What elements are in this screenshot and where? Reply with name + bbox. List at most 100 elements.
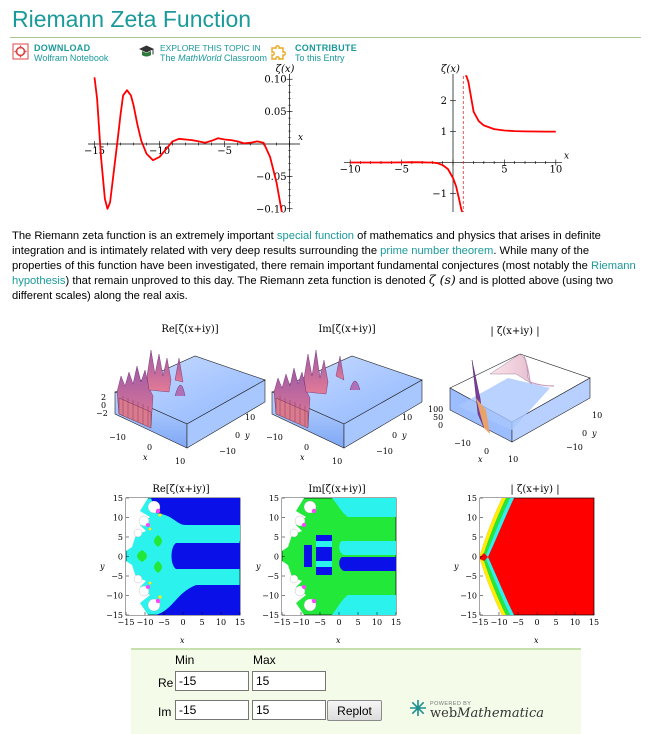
notebook-icon (12, 43, 29, 62)
density-y-tick: −5 (111, 572, 123, 581)
brand-mathematica: Mathematica (457, 706, 544, 721)
density-x-tick: 0 (534, 618, 539, 627)
surface-title-abs: | ζ(x+iy) | (490, 326, 540, 337)
density-title-real: Re[ζ(x+iy)] (152, 484, 210, 495)
explore-sublabel-pre: The (160, 53, 179, 63)
surface-x-tick: 0 (304, 443, 309, 452)
density-y-tick: −15 (460, 611, 477, 620)
min-column-label: Min (175, 653, 195, 667)
density-x-label: x (180, 636, 185, 645)
surface-z-tick: 50 (433, 413, 443, 422)
density-x-tick: −10 (293, 618, 310, 627)
surface-y-label: y (401, 431, 407, 440)
zeta-curve (93, 77, 283, 213)
y-axis-label: ζ(x) (276, 64, 295, 75)
surface-y-tick: 10 (245, 413, 255, 422)
puzzle-piece-icon (270, 43, 290, 62)
density-y-tick: −10 (106, 592, 123, 601)
download-label: DOWNLOAD (34, 43, 91, 53)
surface-y-tick: 10 (402, 413, 412, 422)
y-tick-label: −1 (432, 189, 447, 200)
re-max-input[interactable] (252, 671, 326, 691)
y-tick-label: 0.10 (264, 75, 286, 86)
explore-sublabel-em: MathWorld (178, 53, 222, 63)
density-x-tick: 0 (336, 618, 341, 627)
surface-x-tick: 0 (484, 447, 489, 456)
surface-y-tick: 0 (582, 429, 587, 438)
density-y-tick: 5 (274, 533, 279, 542)
y-tick-label: 2 (441, 96, 447, 107)
surface-x-tick: −10 (454, 439, 471, 448)
contribute-link[interactable]: CONTRIBUTE To this Entry (270, 43, 357, 63)
explore-classroom-link[interactable]: EXPLORE THIS TOPIC IN The MathWorld Clas… (138, 43, 267, 63)
density-x-tick: −15 (472, 618, 489, 627)
x-tick-label: −5 (217, 146, 232, 157)
density-y-tick: −10 (262, 592, 279, 601)
density-x-tick: 15 (235, 618, 245, 627)
density-x-tick: 5 (199, 618, 204, 627)
prime-number-theorem-link[interactable]: prime number theorem (380, 244, 494, 257)
density-title-imag: Im[ζ(x+iy)] (308, 484, 366, 495)
density-y-label: y (453, 562, 459, 571)
x-tick-label: −5 (394, 165, 409, 176)
surface-y-tick: 0 (235, 431, 240, 440)
surface-x-label: x (478, 455, 483, 464)
surface-x-label: x (143, 453, 148, 462)
surface-y-label: y (591, 429, 597, 438)
density-x-tick: −5 (158, 618, 170, 627)
density-x-tick: 10 (570, 618, 580, 627)
snowflake-icon (409, 699, 427, 722)
explore-sublabel-post: Classroom (221, 53, 268, 63)
x-tick-label: −10 (340, 165, 361, 176)
para-text-1: The Riemann zeta function is an extremel… (12, 230, 277, 242)
zeta-real-line-chart: −15 −10 −5 0.10 0.05 −0.05 −0.10 ζ(x) x (84, 64, 303, 215)
density-x-tick: −10 (491, 618, 508, 627)
surface-plot-abs: | ζ(x+iy) | 100 50 0 −10 0 10 x 10 0 y −… (420, 326, 610, 478)
density-x-tick: −15 (274, 618, 291, 627)
x-tick-label: −15 (84, 146, 105, 157)
surface-z-tick: 0 (101, 401, 106, 410)
x-axis-label: x (298, 133, 303, 143)
riemann-hypothesis-link[interactable]: Riemann hypothesis (12, 259, 636, 288)
y-tick-label: 0.05 (264, 107, 286, 118)
im-min-input[interactable] (175, 700, 249, 720)
density-y-tick: 15 (269, 495, 279, 503)
re-row-label: Re (158, 676, 174, 690)
max-column-label: Max (253, 653, 276, 667)
re-min-input[interactable] (175, 671, 249, 691)
density-y-tick: −5 (465, 572, 477, 581)
im-max-input[interactable] (252, 700, 326, 720)
surface-y-tick: 10 (592, 411, 602, 420)
surface-title-imag: Im[ζ(x+iy)] (318, 324, 376, 335)
special-function-link[interactable]: special function (276, 230, 355, 242)
density-x-tick: 15 (391, 618, 401, 627)
y-tick-label: −0.10 (256, 204, 287, 215)
x-tick-label: 10 (549, 165, 562, 176)
zeta-real-wide-line-chart: −10 −5 5 10 2 1 −1 ζ(x) x (340, 64, 569, 213)
surface-y-tick: −10 (566, 443, 583, 452)
x-tick-label: 5 (501, 165, 507, 176)
surface-x-label: x (300, 453, 305, 462)
density-plot-real: Re[ζ(x+iy)] 15 10 5 0 −5 −10 −15 −15 −10 −5 0 5 10 15… (96, 484, 266, 645)
surface-y-label: y (244, 431, 250, 440)
density-y-tick: −15 (262, 611, 279, 620)
zeta-curve-branch-2 (465, 75, 556, 133)
density-y-tick: −5 (267, 572, 279, 581)
density-plot-abs: | ζ(x+iy) | 15 10 5 0 −5 −10 −15 −15 −10 −5 0 5 10 15… (450, 484, 620, 645)
surface-x-tick: 10 (175, 457, 185, 466)
density-x-tick: 10 (372, 618, 382, 627)
download-notebook-link[interactable]: DOWNLOAD Wolfram Notebook (12, 43, 108, 63)
density-x-tick: 5 (553, 618, 558, 627)
y-tick-label: 1 (441, 127, 447, 138)
density-x-tick: 10 (216, 618, 226, 627)
webmathematica-logo: POWERED BY webMathematica (409, 699, 544, 722)
replot-button[interactable]: Replot (327, 700, 382, 721)
surface-x-tick: −10 (109, 433, 126, 442)
surface-plot-real: Re[ζ(x+iy)] 2 0 −2 −10 0 10 x 10 0 y −10 (95, 324, 285, 476)
surface-z-tick: 2 (101, 393, 106, 402)
density-y-tick: 15 (467, 495, 477, 503)
density-y-tick: 0 (274, 553, 279, 562)
x-axis-label: x (564, 152, 569, 162)
density-x-tick: −5 (314, 618, 326, 627)
density-x-label: x (336, 636, 341, 645)
